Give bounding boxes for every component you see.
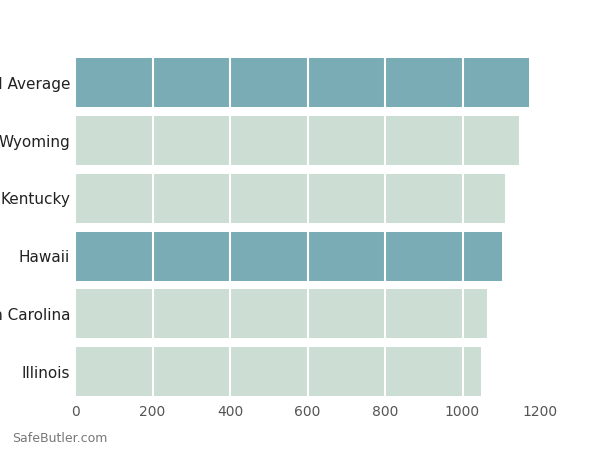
Bar xyxy=(75,174,505,223)
Bar xyxy=(75,232,502,281)
Bar xyxy=(75,116,518,165)
Bar xyxy=(75,58,529,108)
Text: SafeButler.com: SafeButler.com xyxy=(12,432,107,446)
Bar xyxy=(75,347,481,396)
Bar xyxy=(75,289,487,338)
